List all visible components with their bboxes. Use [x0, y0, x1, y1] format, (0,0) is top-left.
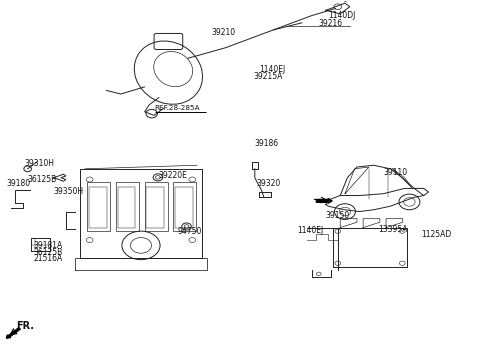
Text: 39150: 39150	[326, 211, 350, 220]
FancyArrow shape	[6, 328, 20, 338]
Text: REF.28-285A: REF.28-285A	[154, 105, 200, 111]
Bar	[87, 182, 110, 231]
Text: 1140EJ: 1140EJ	[297, 225, 324, 234]
Text: 39215A: 39215A	[253, 72, 283, 81]
Bar	[89, 187, 107, 228]
Bar	[173, 182, 196, 231]
Text: 39180: 39180	[6, 178, 30, 187]
Text: 39320: 39320	[257, 178, 281, 187]
Bar	[144, 182, 168, 231]
Text: 39216: 39216	[319, 19, 343, 28]
Text: 39350H: 39350H	[54, 187, 84, 196]
Text: 39310H: 39310H	[24, 159, 54, 168]
FancyArrow shape	[316, 199, 332, 203]
Text: 21516A: 21516A	[34, 255, 63, 264]
Bar	[116, 182, 139, 231]
Text: 1125AD: 1125AD	[421, 230, 452, 239]
Text: 39186: 39186	[254, 139, 278, 148]
Text: FR.: FR.	[16, 321, 34, 331]
Text: 39210: 39210	[211, 28, 236, 37]
Text: 36125B: 36125B	[28, 175, 57, 184]
Text: 39181A: 39181A	[34, 241, 63, 250]
Bar	[118, 187, 135, 228]
Text: 13395A: 13395A	[378, 225, 408, 234]
Text: 39110: 39110	[383, 168, 408, 177]
Text: 94750: 94750	[178, 227, 203, 236]
Text: 39220E: 39220E	[159, 172, 188, 181]
Text: 36125B: 36125B	[34, 248, 63, 257]
Bar	[175, 187, 192, 228]
Text: 1140EJ: 1140EJ	[259, 65, 285, 74]
Bar	[146, 187, 164, 228]
Text: 1140DJ: 1140DJ	[328, 11, 356, 20]
